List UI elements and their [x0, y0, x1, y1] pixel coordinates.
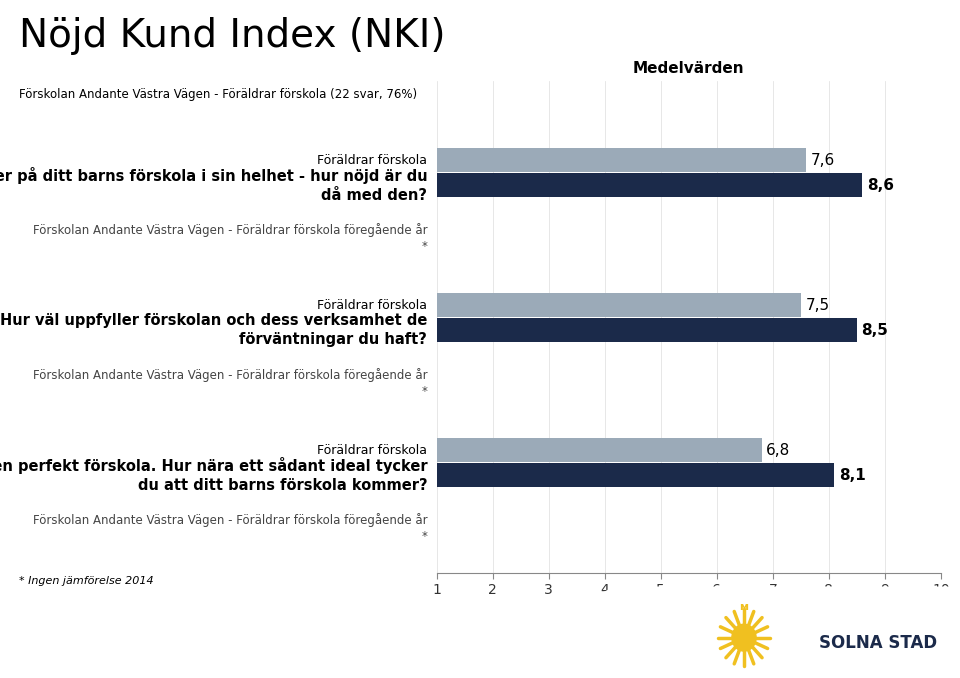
Bar	[437, 174, 862, 197]
Text: 8,1: 8,1	[839, 468, 866, 483]
Bar	[437, 463, 834, 487]
Text: 7,5: 7,5	[805, 298, 829, 313]
Text: Föräldrar förskola: Föräldrar förskola	[317, 443, 427, 456]
Bar	[437, 318, 856, 342]
Bar	[437, 293, 801, 317]
Text: Tänk dig en perfekt förskola. Hur nära ett sådant ideal tycker
du att ditt barns: Tänk dig en perfekt förskola. Hur nära e…	[0, 457, 427, 494]
Text: ᴍ: ᴍ	[739, 602, 749, 612]
Text: 7,6: 7,6	[811, 153, 835, 167]
Text: *: *	[421, 530, 427, 543]
Circle shape	[732, 624, 756, 651]
Text: Medelvärden: Medelvärden	[633, 62, 745, 77]
Text: SOLNA STAD: SOLNA STAD	[819, 634, 938, 652]
PathPatch shape	[561, 586, 960, 678]
Text: *: *	[421, 385, 427, 398]
Text: *: *	[421, 240, 427, 253]
Bar	[437, 148, 806, 172]
Text: 8,6: 8,6	[867, 178, 894, 193]
Text: Nöjd Kund Index (NKI): Nöjd Kund Index (NKI)	[19, 17, 445, 55]
Text: Förskolan Andante Västra Vägen - Föräldrar förskola föregående år: Förskolan Andante Västra Vägen - Föräldr…	[33, 513, 427, 527]
Text: 8,5: 8,5	[861, 323, 888, 338]
Text: Föräldrar förskola: Föräldrar förskola	[317, 298, 427, 312]
Bar	[437, 438, 761, 462]
Text: Förskolan Andante Västra Vägen - Föräldrar förskola föregående år: Förskolan Andante Västra Vägen - Föräldr…	[33, 368, 427, 382]
Text: Föräldrar förskola: Föräldrar förskola	[317, 154, 427, 167]
Text: Förskolan Andante Västra Vägen - Föräldrar förskola (22 svar, 76%): Förskolan Andante Västra Vägen - Föräldr…	[19, 88, 418, 101]
Text: Om du tänker på ditt barns förskola i sin helhet - hur nöjd är du
då med den?: Om du tänker på ditt barns förskola i si…	[0, 167, 427, 203]
Text: Förskolan Andante Västra Vägen - Föräldrar förskola föregående år: Förskolan Andante Västra Vägen - Föräldr…	[33, 223, 427, 237]
Text: 6,8: 6,8	[766, 443, 790, 458]
Text: Hur väl uppfyller förskolan och dess verksamhet de
förväntningar du haft?: Hur väl uppfyller förskolan och dess ver…	[0, 313, 427, 347]
Text: * Ingen jämförelse 2014: * Ingen jämförelse 2014	[19, 576, 154, 586]
